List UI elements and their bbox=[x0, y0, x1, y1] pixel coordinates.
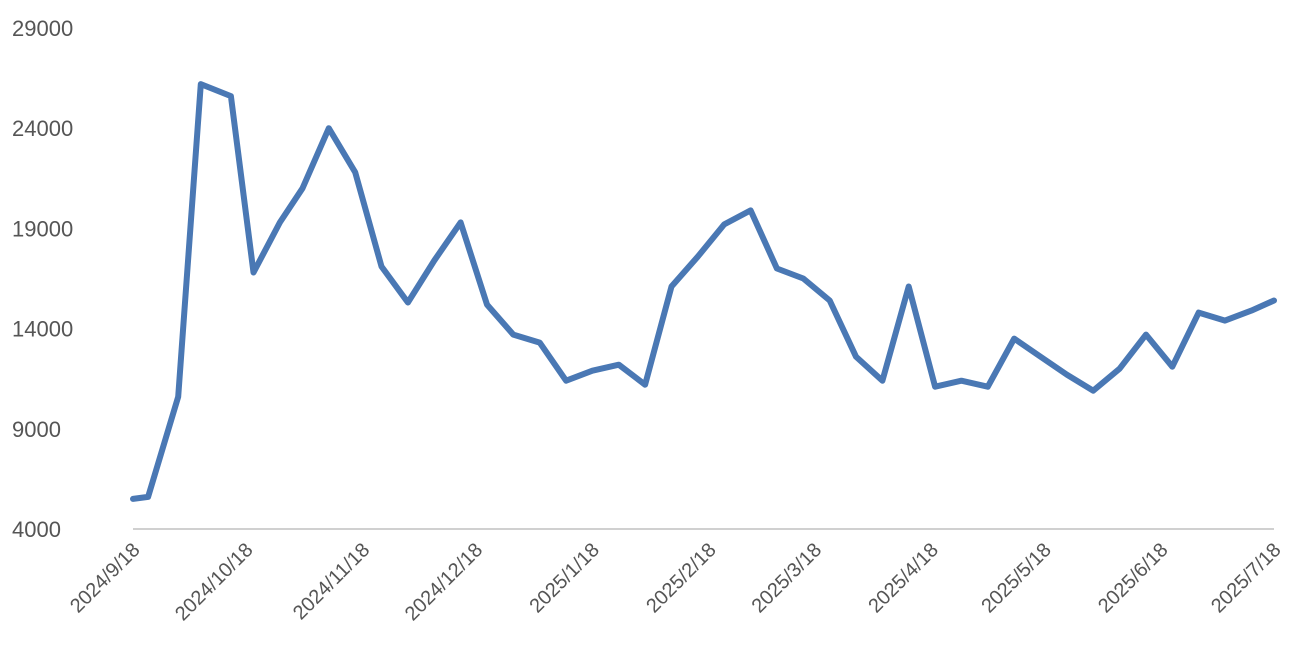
y-tick-label: 24000 bbox=[12, 116, 73, 141]
x-tick-label: 2024/10/18 bbox=[171, 539, 257, 625]
x-tick-label: 2025/4/18 bbox=[864, 539, 942, 617]
y-tick-label: 29000 bbox=[12, 16, 73, 41]
series-line bbox=[130, 81, 1277, 502]
x-tick-label: 2025/7/18 bbox=[1207, 539, 1285, 617]
x-axis-ticks: 2024/9/18 2024/10/18 2024/11/18 2024/12/18 2… bbox=[66, 539, 1285, 625]
x-tick-label: 2024/9/18 bbox=[66, 539, 144, 617]
y-tick-label: 19000 bbox=[12, 216, 73, 241]
x-tick-label: 2025/1/18 bbox=[525, 539, 603, 617]
x-tick-label: 2025/2/18 bbox=[642, 539, 720, 617]
x-tick-label: 2025/5/18 bbox=[977, 539, 1055, 617]
y-tick-label: 9000 bbox=[12, 417, 61, 442]
x-tick-label: 2024/12/18 bbox=[401, 539, 487, 625]
y-tick-label: 4000 bbox=[12, 517, 61, 542]
x-tick-label: 2025/6/18 bbox=[1094, 539, 1172, 617]
y-axis-ticks: 4000 9000 14000 19000 24000 29000 bbox=[12, 16, 73, 542]
y-tick-label: 14000 bbox=[12, 317, 73, 342]
x-tick-label: 2025/3/18 bbox=[748, 539, 826, 617]
x-tick-label: 2024/11/18 bbox=[289, 539, 374, 624]
